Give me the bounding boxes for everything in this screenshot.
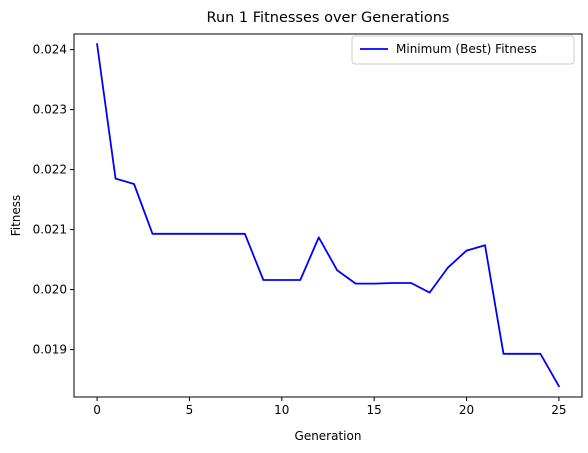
data-point — [133, 183, 135, 185]
legend-box — [351, 35, 575, 65]
x-tick-label: 20 — [459, 403, 474, 417]
data-point — [207, 233, 209, 235]
plot-area — [74, 34, 582, 397]
data-point — [299, 279, 301, 281]
x-axis: 0 5 10 15 20 25 — [93, 397, 567, 417]
data-point — [225, 233, 227, 235]
data-point — [151, 233, 154, 235]
data-point — [392, 282, 394, 284]
y-axis: 0.019 0.020 0.021 0.022 0.023 0.024 — [33, 43, 74, 357]
x-axis-label: Generation — [295, 429, 362, 443]
data-point — [373, 283, 375, 285]
y-tick-label: 0.022 — [33, 163, 67, 177]
data-point — [355, 283, 357, 285]
data-point — [558, 385, 560, 387]
data-point — [318, 236, 320, 238]
data-point — [521, 353, 523, 355]
data-point — [484, 244, 486, 246]
x-tick-label: 0 — [93, 403, 101, 417]
data-point — [262, 279, 264, 281]
series-line — [96, 43, 561, 388]
data-point — [429, 292, 431, 294]
data-point — [336, 269, 338, 271]
y-tick-label: 0.019 — [33, 343, 67, 357]
data-point — [114, 178, 117, 180]
plot-frame — [73, 33, 583, 398]
x-tick-label: 10 — [274, 403, 289, 417]
data-point — [244, 233, 246, 235]
data-point — [465, 250, 468, 252]
y-tick-label: 0.020 — [33, 283, 67, 297]
y-axis-label: Fitness — [9, 195, 23, 237]
x-tick-label: 5 — [186, 403, 194, 417]
data-point — [96, 43, 98, 45]
data-point — [188, 233, 191, 235]
legend-label: Minimum (Best) Fitness — [396, 42, 537, 56]
series-layer — [96, 43, 561, 388]
data-point — [447, 266, 449, 268]
data-point — [170, 233, 172, 235]
x-tick-label: 25 — [551, 403, 566, 417]
y-tick-label: 0.021 — [33, 223, 67, 237]
chart-title: Run 1 Fitnesses over Generations — [207, 10, 450, 26]
legend: Minimum (Best) Fitness — [351, 35, 575, 65]
data-point — [502, 353, 505, 355]
y-tick-label: 0.024 — [33, 43, 67, 57]
data-point — [539, 353, 542, 355]
x-tick-label: 15 — [367, 403, 382, 417]
data-point — [410, 282, 412, 284]
data-point — [281, 279, 283, 281]
y-tick-label: 0.023 — [33, 103, 67, 117]
